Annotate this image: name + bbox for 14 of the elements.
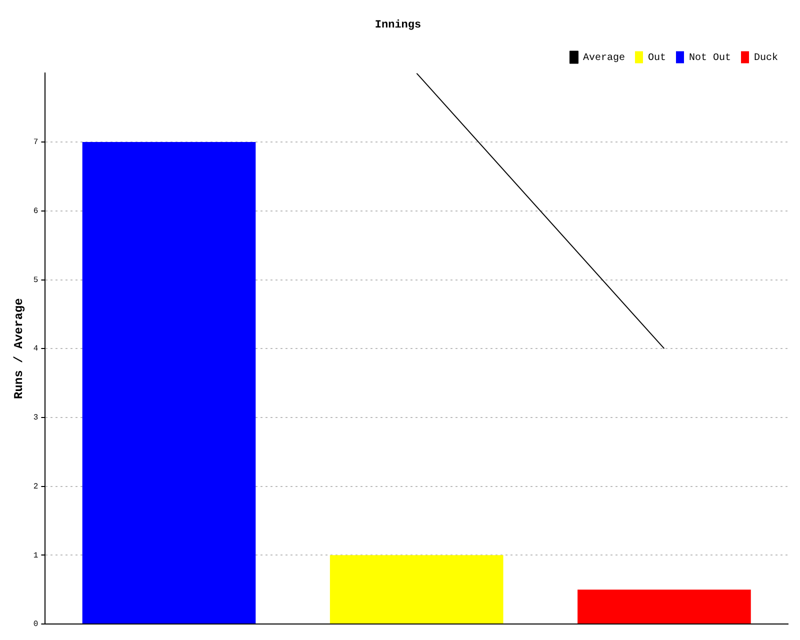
y-tick-label: 5 [33,276,38,285]
legend-label: Duck [754,52,778,64]
chart-title: Innings [374,19,422,32]
y-tick-label: 7 [33,138,38,148]
y-tick-label: 6 [33,207,38,216]
y-tick-label: 4 [33,344,38,354]
y-axis-title: Runs / Average [12,298,26,400]
legend-label: Not Out [688,52,732,64]
y-tick-label: 0 [33,620,38,630]
legend-label: Out [648,52,666,64]
y-tick-label: 1 [33,551,38,560]
legend-label: Average [582,52,625,64]
y-tick-label: 2 [33,482,38,492]
y-tick-label: 3 [33,414,38,423]
